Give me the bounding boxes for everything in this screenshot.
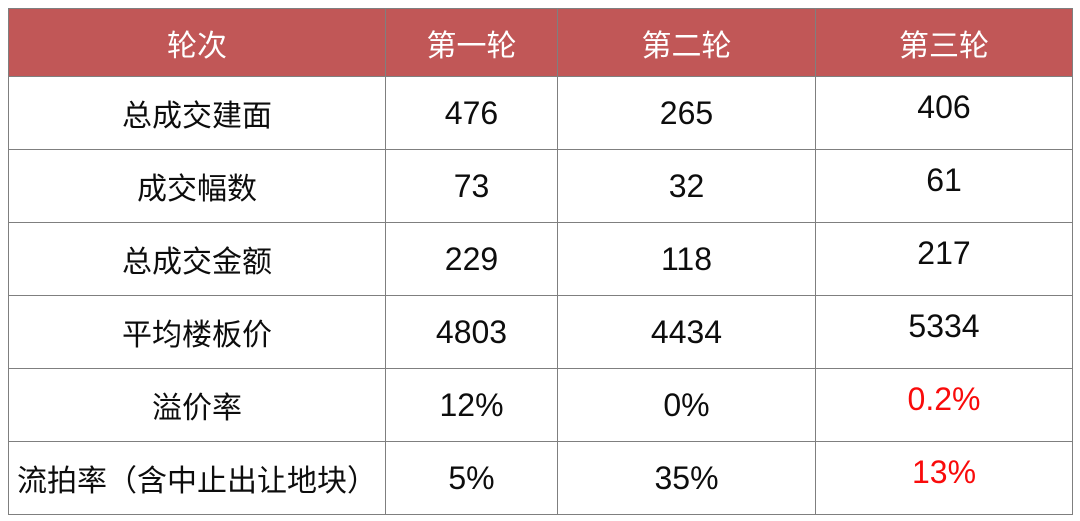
header-cell-round-3: 第三轮 bbox=[815, 8, 1073, 77]
row-label: 平均楼板价 bbox=[8, 295, 386, 369]
value-cell: 229 bbox=[385, 222, 558, 296]
land-auction-rounds-table: 轮次 第一轮 第二轮 第三轮 总成交建面 476 265 406 成交幅数 73… bbox=[8, 8, 1073, 515]
table-row-avg-floor-price: 平均楼板价 4803 4434 5334 bbox=[8, 295, 1073, 369]
value-cell-highlighted: 13% bbox=[815, 441, 1073, 515]
value-cell: 265 bbox=[557, 76, 816, 150]
header-cell-round-1: 第一轮 bbox=[385, 8, 558, 77]
row-label: 流拍率（含中止出让地块） bbox=[8, 441, 386, 515]
row-label: 总成交建面 bbox=[8, 76, 386, 150]
header-cell-round-2: 第二轮 bbox=[557, 8, 816, 77]
row-label: 成交幅数 bbox=[8, 149, 386, 223]
value-cell: 5% bbox=[385, 441, 558, 515]
header-cell-round: 轮次 bbox=[8, 8, 386, 77]
value-cell: 32 bbox=[557, 149, 816, 223]
value-cell: 4803 bbox=[385, 295, 558, 369]
value-cell: 4434 bbox=[557, 295, 816, 369]
table-row-deal-count: 成交幅数 73 32 61 bbox=[8, 149, 1073, 223]
table-row-premium-rate: 溢价率 12% 0% 0.2% bbox=[8, 368, 1073, 442]
value-cell: 476 bbox=[385, 76, 558, 150]
value-cell: 5334 bbox=[815, 295, 1073, 369]
value-cell: 35% bbox=[557, 441, 816, 515]
header-row: 轮次 第一轮 第二轮 第三轮 bbox=[8, 8, 1073, 77]
value-cell: 12% bbox=[385, 368, 558, 442]
table-row-failure-rate: 流拍率（含中止出让地块） 5% 35% 13% bbox=[8, 441, 1073, 515]
value-cell: 118 bbox=[557, 222, 816, 296]
row-label: 溢价率 bbox=[8, 368, 386, 442]
value-cell: 406 bbox=[815, 76, 1073, 150]
value-cell: 217 bbox=[815, 222, 1073, 296]
value-cell: 0% bbox=[557, 368, 816, 442]
table-row-total-gfa: 总成交建面 476 265 406 bbox=[8, 76, 1073, 150]
table-row-total-amount: 总成交金额 229 118 217 bbox=[8, 222, 1073, 296]
value-cell: 61 bbox=[815, 149, 1073, 223]
value-cell-highlighted: 0.2% bbox=[815, 368, 1073, 442]
row-label: 总成交金额 bbox=[8, 222, 386, 296]
value-cell: 73 bbox=[385, 149, 558, 223]
